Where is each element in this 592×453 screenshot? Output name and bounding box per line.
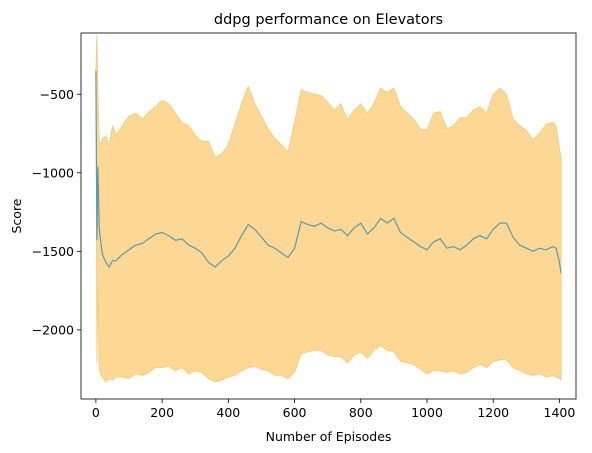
y-tick-label: −2000 [32, 322, 74, 337]
x-tick-label: 1400 [544, 405, 576, 420]
mean-score-line [95, 70, 562, 274]
std-band [95, 34, 562, 383]
chart-title: ddpg performance on Elevators [214, 12, 443, 28]
x-axis-label: Number of Episodes [266, 429, 392, 444]
y-axis-label: Score [9, 198, 24, 233]
x-tick-label: 800 [349, 405, 373, 420]
x-tick-label: 400 [216, 405, 240, 420]
plot-frame [80, 32, 577, 400]
x-tick-label: 200 [150, 405, 174, 420]
x-axis-ticks: 0 200 400 600 800 1000 1200 1400 [92, 399, 575, 420]
x-tick-label: 1200 [477, 405, 509, 420]
line-layer [95, 70, 562, 274]
y-tick-label: −1500 [32, 244, 74, 259]
y-tick-label: −1000 [32, 165, 74, 180]
x-tick-label: 0 [92, 405, 100, 420]
y-axis-ticks: −2000 −1500 −1000 −500 [32, 87, 81, 337]
x-tick-label: 600 [283, 405, 307, 420]
y-tick-label: −500 [40, 87, 74, 102]
x-tick-label: 1000 [411, 405, 443, 420]
band-layer [95, 34, 562, 383]
